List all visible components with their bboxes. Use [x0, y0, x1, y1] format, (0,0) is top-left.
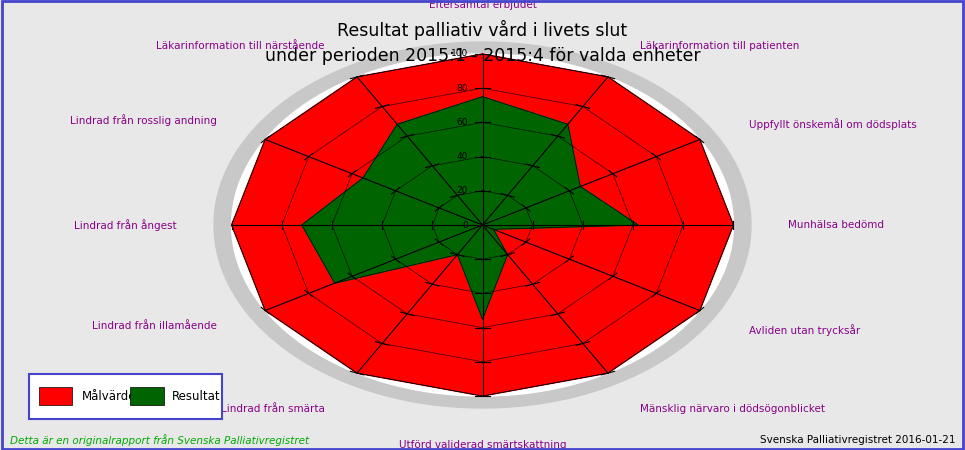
Text: Mänsklig närvaro i dödsögonblicket: Mänsklig närvaro i dödsögonblicket — [640, 404, 825, 414]
Bar — [130, 387, 164, 405]
Text: 80: 80 — [456, 84, 468, 93]
Text: Resultat: Resultat — [172, 390, 220, 402]
Text: Lindrad från ångest: Lindrad från ångest — [74, 219, 177, 231]
Bar — [29, 374, 222, 419]
Text: Svenska Palliativregistret 2016-01-21: Svenska Palliativregistret 2016-01-21 — [759, 435, 955, 445]
Text: 0: 0 — [462, 220, 468, 230]
Text: Lindrad från illamående: Lindrad från illamående — [92, 321, 216, 331]
Polygon shape — [232, 54, 733, 396]
Text: Eftersamtal erbjudet: Eftersamtal erbjudet — [428, 0, 537, 10]
Text: 100: 100 — [451, 50, 468, 58]
Polygon shape — [214, 42, 751, 408]
Text: Målvärde: Målvärde — [82, 390, 136, 402]
Text: 40: 40 — [456, 152, 468, 161]
Text: Lindrad från rosslig andning: Lindrad från rosslig andning — [69, 114, 216, 126]
Bar — [39, 387, 72, 405]
Text: Läkarinformation till närstående: Läkarinformation till närstående — [156, 41, 325, 51]
Text: Detta är en originalrapport från Svenska Palliativregistret: Detta är en originalrapport från Svenska… — [10, 434, 309, 446]
Polygon shape — [232, 54, 733, 396]
Text: Uppfyllt önskemål om dödsplats: Uppfyllt önskemål om dödsplats — [749, 118, 917, 130]
Text: 60: 60 — [456, 118, 468, 127]
Text: Resultat palliativ vård i livets slut
under perioden 2015:1 - 2015:4 för valda e: Resultat palliativ vård i livets slut un… — [264, 20, 701, 65]
Polygon shape — [302, 97, 638, 319]
Text: Lindrad från smärta: Lindrad från smärta — [221, 404, 325, 414]
Text: Utförd validerad smärtskattning: Utförd validerad smärtskattning — [399, 440, 566, 450]
Text: Avliden utan trycksår: Avliden utan trycksår — [749, 324, 860, 336]
Text: 20: 20 — [456, 186, 468, 195]
Text: Läkarinformation till patienten: Läkarinformation till patienten — [640, 41, 800, 51]
Text: Munhälsa bedömd: Munhälsa bedömd — [788, 220, 884, 230]
